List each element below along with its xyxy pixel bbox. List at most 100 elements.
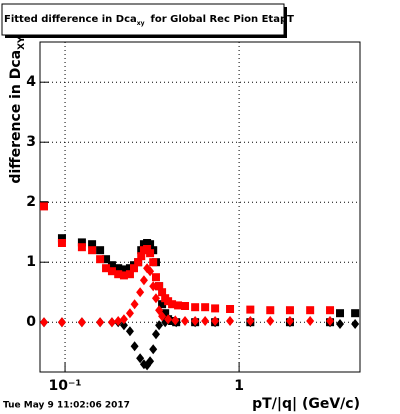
diamond-marker (336, 319, 345, 329)
y-tick-label: 3 (26, 134, 36, 150)
diamond-marker (201, 316, 210, 326)
square-marker (102, 264, 111, 273)
diamond-marker (57, 317, 66, 328)
diamond-marker (119, 320, 128, 331)
square-marker (57, 239, 66, 247)
diamond-marker (39, 317, 48, 328)
square-marker (326, 306, 335, 315)
square-marker (125, 270, 134, 279)
diamond-marker (285, 316, 294, 326)
square-marker (57, 234, 66, 243)
square-marker (146, 249, 155, 258)
diamond-marker (146, 266, 155, 277)
diamond-marker (164, 314, 173, 325)
square-marker (125, 264, 134, 273)
timestamp: Tue May 9 11:02:06 2017 (3, 401, 130, 411)
square-marker (191, 303, 200, 312)
title-sub: xy (137, 20, 145, 27)
title-main: Fitted difference in Dca (4, 14, 137, 25)
square-marker (161, 309, 170, 318)
square-marker (174, 301, 183, 310)
diamond-marker (149, 344, 158, 355)
diamond-marker (171, 315, 180, 326)
diamond-marker (326, 316, 335, 326)
square-marker (149, 258, 158, 267)
square-marker (88, 240, 97, 249)
square-marker (246, 305, 255, 314)
diamond-marker (114, 316, 123, 326)
square-marker (88, 246, 97, 255)
square-marker (114, 270, 123, 279)
diamond-marker (139, 275, 148, 286)
diamond-marker (146, 356, 155, 367)
y-tick-label: 4 (26, 74, 36, 90)
diamond-marker (149, 281, 158, 292)
y-tick-label: 1 (26, 254, 36, 270)
diamond-marker (125, 326, 134, 337)
y-tick-label: 0 (26, 314, 36, 330)
diamond-marker (136, 287, 145, 298)
y-label-main: difference in Dca (8, 50, 24, 184)
square-marker (39, 202, 48, 211)
diamond-marker (226, 316, 235, 326)
diamond-marker (151, 293, 160, 304)
diamond-marker (191, 316, 200, 326)
square-marker (107, 267, 116, 276)
x-tick-label: 1 (234, 378, 244, 394)
square-marker (134, 258, 143, 267)
square-marker (114, 264, 123, 273)
square-marker (146, 240, 155, 249)
square-marker (119, 271, 128, 280)
diamond-marker (211, 316, 220, 326)
diamond-marker (306, 316, 315, 326)
diamond-marker (155, 320, 164, 331)
square-marker (285, 306, 294, 315)
square-marker (96, 255, 105, 264)
diamond-marker (181, 316, 190, 326)
diamond-marker (158, 311, 167, 322)
square-marker (201, 303, 210, 312)
square-marker (107, 261, 116, 270)
x-axis-label: pT/|q| (GeV/c) (252, 396, 360, 412)
square-marker (158, 300, 167, 309)
square-marker (77, 243, 86, 252)
title-box (1, 3, 285, 36)
square-marker (77, 238, 86, 247)
diamond-marker (130, 299, 139, 310)
diamond-marker (151, 329, 160, 340)
diamond-marker (107, 317, 116, 328)
diamond-marker (246, 316, 255, 326)
square-marker (181, 302, 190, 310)
y-axis-label: difference in DcaXY (8, 36, 27, 184)
y-label-sub: XY (17, 36, 27, 50)
square-marker (351, 309, 360, 318)
square-marker (168, 300, 177, 309)
square-marker (119, 265, 128, 274)
square-marker (158, 288, 167, 297)
square-marker (211, 304, 220, 313)
square-marker (266, 306, 275, 315)
square-marker (226, 305, 235, 313)
title-rest: for Global Rec Pion EtapT (151, 14, 295, 25)
square-marker (306, 306, 315, 315)
chart-title: Fitted difference in Dcaxy for Global Rec… (4, 14, 294, 27)
diamond-marker (77, 317, 86, 328)
square-marker (151, 273, 160, 282)
x-tick-label: 10⁻¹ (49, 378, 82, 394)
diamond-marker (130, 341, 139, 352)
square-marker (336, 309, 345, 318)
square-marker (137, 252, 146, 261)
y-tick-label: 2 (26, 194, 36, 210)
diamond-marker (125, 308, 134, 319)
square-marker (155, 282, 164, 291)
square-marker (130, 264, 139, 273)
diamond-marker (266, 316, 275, 326)
diamond-marker (136, 353, 145, 364)
diamond-marker (96, 317, 105, 328)
square-marker (143, 245, 152, 253)
diamond-marker (119, 314, 128, 325)
square-marker (96, 246, 105, 255)
square-marker (102, 255, 111, 264)
diamond-marker (351, 319, 360, 329)
